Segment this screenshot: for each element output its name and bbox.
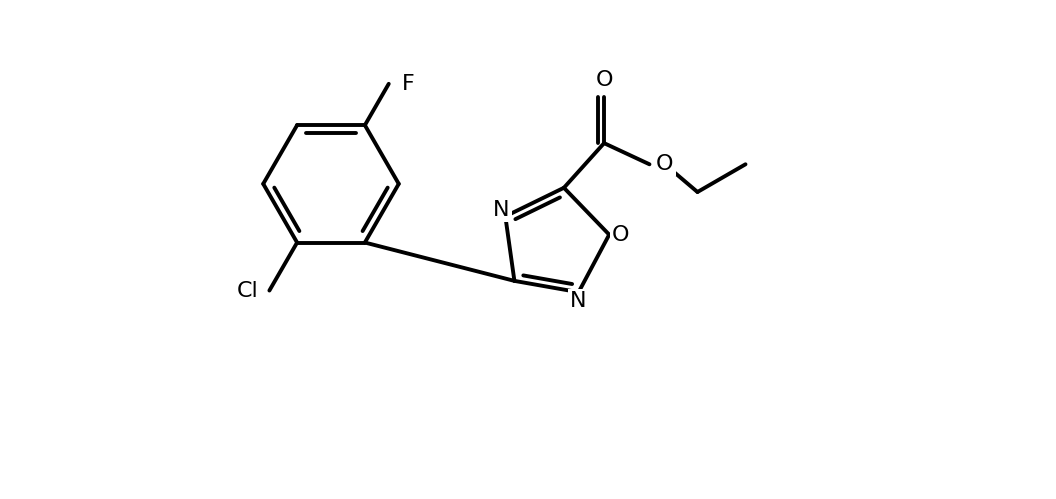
Text: O: O <box>656 154 674 174</box>
Text: N: N <box>570 291 587 311</box>
Text: N: N <box>493 200 510 220</box>
Text: O: O <box>596 70 612 90</box>
Text: F: F <box>401 74 414 94</box>
Text: O: O <box>612 225 629 245</box>
Text: Cl: Cl <box>237 280 259 300</box>
